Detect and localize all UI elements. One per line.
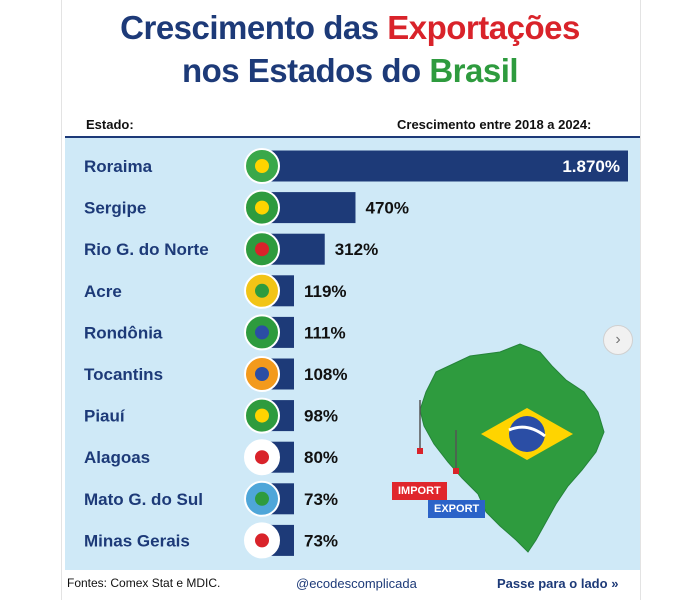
state-flag-emblem	[255, 367, 269, 381]
title-part4: Brasil	[429, 52, 519, 89]
value-label: 111%	[304, 323, 346, 342]
pin-head-left	[417, 448, 423, 454]
chart-title: Crescimento das Exportações nos Estados …	[0, 6, 700, 92]
state-label: Minas Gerais	[84, 531, 190, 550]
state-flag-emblem	[255, 491, 269, 506]
state-label: Sergipe	[84, 199, 146, 218]
state-flag-emblem	[255, 242, 269, 257]
state-flag-emblem	[255, 200, 269, 215]
title-part3: nos Estados do	[181, 52, 430, 89]
state-flag-emblem	[255, 533, 269, 548]
state-flag-emblem	[255, 450, 269, 465]
growth-column-header: Crescimento entre 2018 a 2024:	[397, 117, 592, 132]
state-column-header: Estado:	[86, 117, 134, 132]
value-label: 1.870%	[562, 157, 620, 176]
value-label: 80%	[304, 448, 338, 467]
title-part1: Crescimento das	[120, 9, 388, 46]
value-label: 98%	[304, 407, 338, 426]
state-label: Mato G. do Sul	[84, 490, 203, 509]
state-flag-emblem	[255, 408, 269, 423]
state-flag-emblem	[255, 159, 269, 173]
swipe-hint-label: Passe para o lado	[497, 576, 608, 591]
swipe-hint[interactable]: Passe para o lado »	[497, 576, 618, 591]
flag-band	[508, 425, 546, 438]
state-label: Tocantins	[84, 365, 163, 384]
next-slide-button[interactable]: ›	[603, 325, 633, 355]
state-label: Rondônia	[84, 323, 163, 342]
value-label: 73%	[304, 490, 338, 509]
state-label: Acre	[84, 282, 122, 301]
bar	[264, 150, 628, 182]
import-tag: IMPORT	[392, 482, 447, 500]
double-chevron-right-icon: »	[611, 576, 619, 591]
value-label: 119%	[304, 282, 347, 301]
state-flag-emblem	[255, 283, 269, 298]
chevron-right-icon: ›	[615, 331, 621, 348]
value-label: 312%	[335, 240, 378, 259]
value-label: 108%	[304, 365, 347, 384]
pin-head-right	[453, 468, 459, 474]
sources-note: Fontes: Comex Stat e MDIC.	[67, 576, 221, 590]
flag-globe	[509, 416, 545, 452]
title-part2: Exportações	[387, 9, 580, 46]
value-label: 470%	[365, 199, 408, 218]
state-label: Piauí	[84, 407, 126, 426]
export-tag: EXPORT	[428, 500, 486, 518]
value-label: 73%	[304, 531, 338, 550]
bars-group: Roraima 1.870% Sergipe 470% Rio G. do Norte 3…	[84, 148, 628, 559]
state-label: Roraima	[84, 157, 153, 176]
state-label: Alagoas	[84, 448, 150, 467]
author-handle: @ecodescomplicada	[296, 576, 417, 591]
state-label: Rio G. do Norte	[84, 240, 209, 259]
state-flag-emblem	[255, 325, 269, 340]
brazil-map-illustration	[417, 343, 605, 553]
